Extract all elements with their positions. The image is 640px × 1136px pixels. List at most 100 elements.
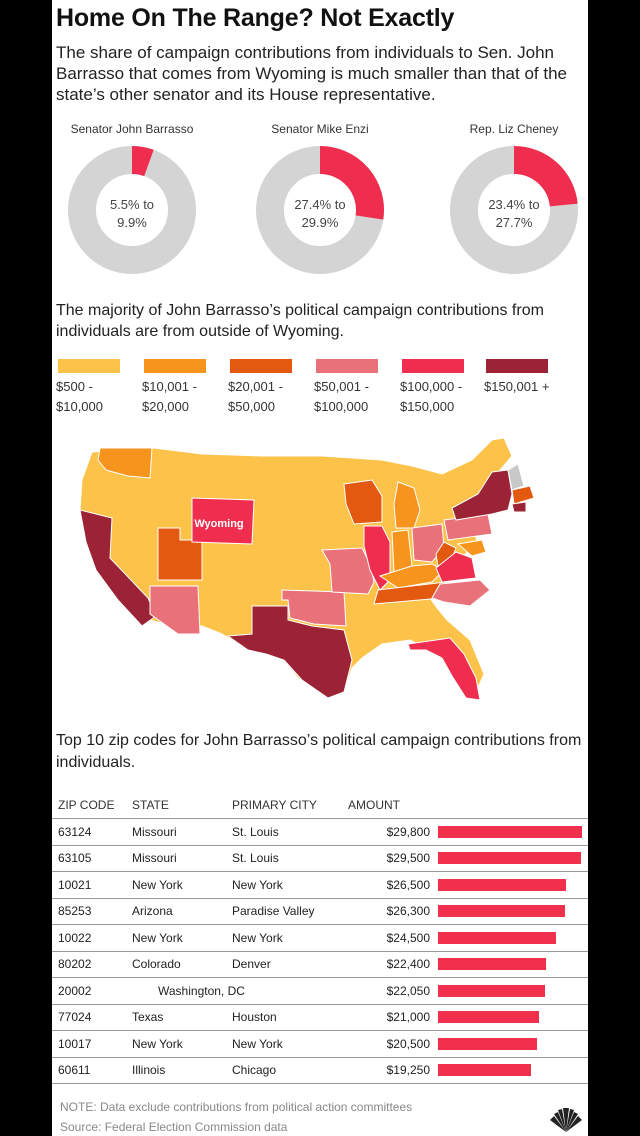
donut-chart <box>256 146 384 274</box>
amount-bar <box>438 1011 540 1024</box>
state-illinois <box>363 525 391 591</box>
amount-cell: $20,500 <box>348 1030 438 1058</box>
legend-item: $20,001 - $50,000 <box>228 359 308 417</box>
amount-cell: $29,500 <box>348 845 438 872</box>
bar-cell <box>438 818 588 846</box>
zip-cell: 80202 <box>52 951 132 978</box>
table-header-row: ZIP CODE STATE PRIMARY CITY AMOUNT <box>52 792 588 819</box>
donut-label: Senator Mike Enzi <box>271 122 369 136</box>
zip-cell: 10017 <box>52 1030 132 1058</box>
city-cell: St. Louis <box>232 818 348 846</box>
bar-cell <box>438 951 588 978</box>
state-texas <box>226 605 353 699</box>
state-north-carolina <box>431 579 491 607</box>
legend-swatch <box>144 359 206 373</box>
table-row: 80202 Colorado Denver $22,400 <box>52 951 588 978</box>
city-cell: Houston <box>232 1004 348 1031</box>
state-california <box>79 509 157 627</box>
state-cell: Missouri <box>132 845 232 872</box>
bar-cell <box>438 1030 588 1058</box>
amount-cell: $22,050 <box>348 977 438 1005</box>
state-wyoming <box>191 497 255 545</box>
amount-bar <box>438 878 567 891</box>
legend-label: $10,001 - $20,000 <box>142 379 197 414</box>
legend-label: $20,001 - $50,000 <box>228 379 283 414</box>
map-intro-text: The majority of John Barrasso’s politica… <box>56 302 544 340</box>
city-cell: New York <box>232 871 348 899</box>
amount-cell: $24,500 <box>348 924 438 952</box>
table-row: 85253 Arizona Paradise Valley $26,300 <box>52 898 588 925</box>
legend-item: $150,001 + <box>484 359 564 397</box>
state-cell: Colorado <box>132 951 232 978</box>
amount-bar <box>438 931 557 944</box>
legend-label: $500 - $10,000 <box>56 379 103 414</box>
city-cell: Paradise Valley <box>232 898 348 925</box>
peacock-logo <box>550 1108 582 1132</box>
amount-bar <box>438 1064 532 1077</box>
table-row: 77024 Texas Houston $21,000 <box>52 1004 588 1031</box>
city-cell: St. Louis <box>232 845 348 872</box>
amount-cell: $26,300 <box>348 898 438 925</box>
state-cell: Texas <box>132 1004 232 1031</box>
amount-bar <box>438 984 545 997</box>
legend-swatch <box>230 359 292 373</box>
bar-cell <box>438 1057 588 1084</box>
wyoming-label: Wyoming <box>194 518 243 530</box>
state-vermont-nh <box>507 463 525 491</box>
donut-wyoming-slice <box>319 146 384 220</box>
zip-cell: 60611 <box>52 1057 132 1084</box>
zip-cell: 10021 <box>52 871 132 899</box>
page-title: Home On The Range? Not Exactly <box>56 4 455 32</box>
state-missouri <box>321 547 375 595</box>
city-cell: New York <box>232 1030 348 1058</box>
city-cell: Chicago <box>232 1057 348 1084</box>
amount-cell: $26,500 <box>348 871 438 899</box>
state-virginia <box>435 551 477 583</box>
state-cell: New York <box>132 1030 232 1058</box>
state-arizona <box>149 585 201 635</box>
amount-bar <box>438 905 566 918</box>
donut-range-label: 27.4% to 29.9% <box>294 197 346 230</box>
legend-item: $50,001 - $100,000 <box>314 359 394 417</box>
column-header-state: STATE <box>132 792 232 819</box>
donut-wyoming-slice <box>131 146 154 177</box>
zip-cell: 77024 <box>52 1004 132 1031</box>
table-row: 60611 Illinois Chicago $19,250 <box>52 1057 588 1084</box>
bar-cell <box>438 1004 588 1031</box>
state-new-york <box>451 469 513 521</box>
source-note: Source: Federal Election Commission data <box>60 1120 288 1134</box>
donut-chart <box>68 146 196 274</box>
bar-cell <box>438 871 588 899</box>
zip-cell: 10022 <box>52 924 132 952</box>
state-cell: New York <box>132 871 232 899</box>
bar-cell <box>438 924 588 952</box>
city-cell: Denver <box>232 951 348 978</box>
state-oklahoma <box>281 589 347 627</box>
donut-range-label: 23.4% to 27.7% <box>488 197 540 230</box>
state-cell: Missouri <box>132 818 232 846</box>
column-header-amount: AMOUNT <box>348 792 438 819</box>
bar-cell <box>438 977 588 1005</box>
legend-item: $500 - $10,000 <box>56 359 136 417</box>
table-row: 10021 New York New York $26,500 <box>52 871 588 899</box>
table-body: 63124 Missouri St. Louis $29,800 63105 Missou… <box>52 818 588 1084</box>
amount-bar <box>438 825 582 838</box>
table-row: 63105 Missouri St. Louis $29,500 <box>52 845 588 872</box>
donut-wyoming-slice <box>513 146 578 208</box>
state-connecticut <box>511 501 527 513</box>
bar-cell <box>438 898 588 925</box>
state-florida <box>407 637 481 701</box>
state-maryland <box>456 539 487 557</box>
zip-cell: 85253 <box>52 898 132 925</box>
column-header-city: PRIMARY CITY <box>232 792 348 819</box>
zip-cell: 63105 <box>52 845 132 872</box>
table-row: 63124 Missouri St. Louis $29,800 <box>52 818 588 846</box>
amount-cell: $21,000 <box>348 1004 438 1031</box>
state-new-england-south <box>511 485 535 505</box>
zip-code-table: ZIP CODE STATE PRIMARY CITY AMOUNT 63124… <box>52 792 588 1084</box>
legend-swatch <box>486 359 548 373</box>
donut-range-label: 5.5% to 9.9% <box>109 197 155 230</box>
table-row: 10022 New York New York $24,500 <box>52 924 588 952</box>
zip-cell: 63124 <box>52 818 132 846</box>
legend-label: $150,001 + <box>484 379 550 394</box>
